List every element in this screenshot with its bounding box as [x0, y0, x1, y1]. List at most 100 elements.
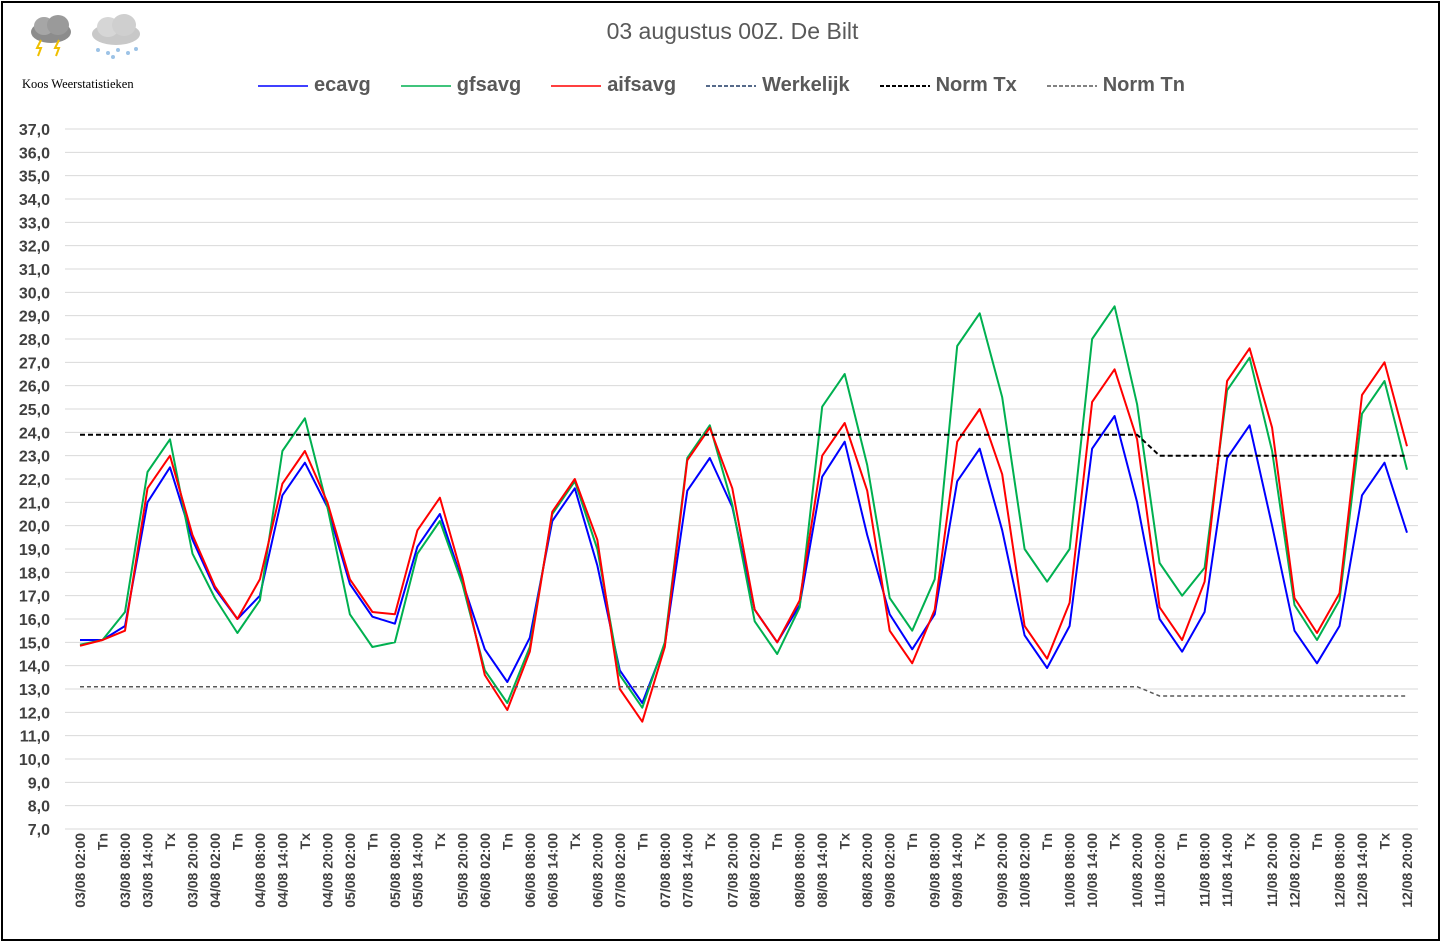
x-tick-label: 08/08 08:00 [792, 833, 808, 908]
legend-swatch [879, 84, 930, 87]
x-tick-label: 10/08 02:00 [1017, 833, 1033, 908]
x-tick-label: 12/08 02:00 [1287, 833, 1303, 908]
y-tick-label: 9,0 [28, 775, 50, 792]
y-tick-label: 35,0 [19, 169, 50, 186]
y-tick-label: 18,0 [19, 565, 50, 582]
brand-name: Koos Weerstatistieken [22, 77, 134, 91]
x-tick-label: 07/08 20:00 [724, 833, 740, 908]
y-tick-label: 8,0 [28, 799, 50, 816]
x-tick-label: Tn [904, 833, 920, 850]
x-tick-label: 11/08 14:00 [1219, 833, 1235, 907]
legend-label: Werkelijk [762, 74, 850, 96]
y-tick-label: 11,0 [20, 729, 50, 746]
x-tick-label: 11/08 08:00 [1197, 833, 1213, 907]
legend-item-norm-tn: Norm Tn [1046, 74, 1185, 97]
x-tick-label: 06/08 08:00 [522, 833, 538, 908]
x-tick-label: 08/08 02:00 [747, 833, 763, 908]
x-tick-label: 07/08 02:00 [612, 833, 628, 908]
legend-item-ecavg: ecavg [258, 74, 371, 97]
x-tick-label: 09/08 08:00 [927, 833, 943, 908]
x-tick-label: 08/08 20:00 [859, 833, 875, 908]
legend-swatch [551, 84, 602, 87]
x-tick-label: Tn [499, 833, 515, 850]
x-tick-label: 04/08 08:00 [252, 833, 268, 908]
x-tick-label: 12/08 08:00 [1332, 833, 1348, 908]
y-tick-label: 26,0 [19, 379, 50, 396]
legend-item-gfsavg: gfsavg [400, 74, 521, 97]
y-tick-label: 15,0 [19, 635, 50, 652]
legend-swatch [706, 84, 757, 87]
y-tick-label: 7,0 [28, 822, 50, 839]
x-tick-label: 03/08 20:00 [184, 833, 200, 908]
y-tick-label: 37,0 [19, 122, 50, 139]
x-tick-label: Tn [1039, 833, 1055, 850]
x-tick-label: 05/08 14:00 [409, 833, 425, 908]
x-tick-label: Tn [229, 833, 245, 850]
x-tick-label: Tn [94, 833, 110, 850]
y-tick-label: 30,0 [19, 285, 50, 302]
x-tick-label: 04/08 02:00 [207, 833, 223, 908]
x-tick-label: 12/08 20:00 [1399, 833, 1415, 908]
x-tick-label: 11/08 02:00 [1152, 833, 1168, 907]
x-tick-label: 05/08 08:00 [387, 833, 403, 908]
x-tick-label: Tn [364, 833, 380, 850]
y-tick-label: 16,0 [19, 612, 50, 629]
thunderstorm-cloud-icon [31, 15, 71, 57]
legend-item-aifsavg: aifsavg [551, 74, 676, 97]
x-tick-label: Tx [297, 833, 313, 850]
y-tick-label: 14,0 [19, 659, 50, 676]
legend-item-werkelijk: Werkelijk [706, 74, 850, 97]
y-tick-label: 19,0 [19, 542, 50, 559]
y-tick-label: 34,0 [19, 192, 50, 209]
y-tick-label: 24,0 [19, 425, 50, 442]
x-tick-label: 11/08 20:00 [1264, 833, 1280, 907]
x-tick-label: 04/08 20:00 [319, 833, 335, 908]
x-tick-label: 07/08 08:00 [657, 833, 673, 908]
y-tick-label: 32,0 [19, 239, 50, 256]
x-tick-label: Tx [162, 833, 178, 850]
x-tick-label: 08/08 14:00 [814, 833, 830, 908]
legend-item-norm-tx: Norm Tx [879, 74, 1017, 97]
x-tick-label: Tx [1377, 833, 1393, 850]
x-tick-label: 09/08 02:00 [882, 833, 898, 908]
legend-swatch [258, 84, 308, 87]
y-tick-label: 20,0 [19, 519, 50, 536]
x-tick-label: 05/08 02:00 [342, 833, 358, 908]
x-tick-label: 03/08 08:00 [117, 833, 133, 908]
x-tick-label: 10/08 14:00 [1084, 833, 1100, 908]
x-tick-label: Tx [1107, 833, 1123, 850]
x-tick-label: 07/08 14:00 [679, 833, 695, 908]
x-tick-label: Tx [1242, 833, 1258, 850]
x-tick-label: Tx [837, 833, 853, 850]
x-tick-label: 09/08 20:00 [994, 833, 1010, 908]
legend-label: aifsavg [607, 74, 677, 96]
x-tick-label: 06/08 14:00 [544, 833, 560, 908]
x-tick-label: 05/08 20:00 [454, 833, 470, 908]
y-tick-label: 36,0 [19, 145, 50, 162]
y-tick-label: 27,0 [19, 355, 50, 372]
x-tick-label: 06/08 02:00 [477, 833, 493, 908]
y-tick-label: 23,0 [19, 449, 50, 466]
legend-label: ecavg [314, 74, 371, 96]
x-tick-label: Tn [1309, 833, 1325, 850]
series-line-aifsavg [79, 347, 1408, 723]
y-tick-label: 28,0 [19, 332, 50, 349]
snow-cloud-icon [92, 14, 140, 59]
y-tick-label: 33,0 [19, 215, 50, 232]
x-tick-label: 03/08 14:00 [139, 833, 155, 908]
x-tick-label: 04/08 14:00 [274, 833, 290, 908]
y-tick-label: 29,0 [19, 309, 50, 326]
x-tick-label: 12/08 14:00 [1354, 833, 1370, 908]
legend-label: Norm Tx [935, 74, 1017, 96]
x-tick-label: 10/08 20:00 [1129, 833, 1145, 908]
legend: ecavg gfsavg aifsavg Werkelijk Norm Tx Norm T… [258, 74, 1215, 97]
y-tick-label: 21,0 [19, 495, 50, 512]
y-tick-label: 13,0 [19, 682, 50, 699]
x-tick-label: Tn [769, 833, 785, 850]
chart-title: 03 augustus 00Z. De Bilt [606, 18, 859, 44]
y-tick-label: 12,0 [19, 705, 50, 722]
y-tick-label: 17,0 [19, 589, 50, 606]
x-tick-label: 09/08 14:00 [949, 833, 965, 908]
